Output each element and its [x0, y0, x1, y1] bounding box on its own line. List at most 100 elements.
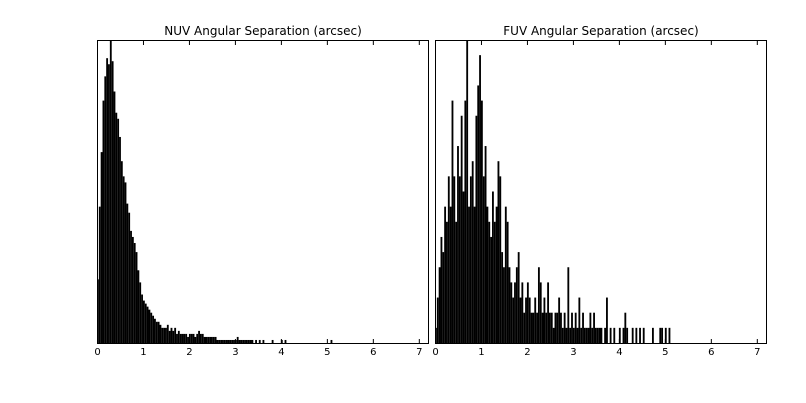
fuv-histogram-bar	[631, 327, 634, 343]
nuv-histogram-bar	[222, 339, 224, 343]
fuv-x-tick-label: 7	[754, 347, 760, 358]
nuv-histogram-bar	[120, 161, 123, 343]
fuv-histogram-bar	[499, 176, 502, 343]
nuv-histogram-bar	[146, 306, 149, 343]
fuv-histogram-bar	[618, 327, 621, 343]
nuv-histogram-bar	[188, 333, 191, 343]
fuv-histogram-bar	[574, 312, 577, 343]
fuv-histogram-bar	[622, 327, 625, 343]
nuv-histogram-bar	[179, 333, 182, 343]
nuv-histogram-bar	[240, 339, 243, 343]
nuv-histogram-bar	[135, 252, 138, 343]
fuv-histogram-bar	[475, 115, 478, 343]
fuv-x-tick-label: 0	[432, 347, 438, 358]
fuv-histogram-bar	[664, 327, 667, 343]
nuv-x-tick-label: 2	[186, 347, 192, 358]
fuv-histogram-bar	[528, 297, 531, 343]
nuv-histogram-bar	[209, 336, 212, 343]
nuv-histogram-bar	[102, 100, 105, 343]
nuv-histogram-bar	[124, 182, 127, 343]
fuv-histogram-bar	[567, 267, 570, 343]
nuv-histogram-bar	[271, 339, 274, 343]
nuv-x-tick-label: 6	[370, 347, 376, 358]
nuv-histogram-bar	[106, 58, 109, 344]
fuv-histogram-bar	[510, 282, 513, 343]
fuv-histogram-bar	[587, 327, 590, 343]
fuv-histogram-bar	[578, 297, 581, 343]
nuv-histogram-bar	[104, 76, 107, 344]
fuv-histogram-bar	[501, 252, 504, 343]
fuv-histogram-bar	[488, 221, 491, 343]
nuv-histogram-bar	[225, 339, 228, 343]
nuv-histogram-bar	[211, 336, 213, 343]
fuv-histogram-bar	[457, 146, 459, 343]
nuv-x-axis: 0 1 2 3 4 5 6 7	[94, 40, 422, 358]
fuv-histogram-bar	[442, 252, 445, 343]
fuv-histogram-bar	[639, 327, 641, 343]
nuv-histogram-bar	[119, 136, 121, 343]
nuv-histogram-bar	[177, 330, 180, 343]
fuv-histogram-bar	[591, 327, 594, 343]
fuv-histogram-bar	[532, 312, 535, 343]
fuv-histogram-bar	[444, 206, 447, 343]
fuv-plot-frame	[435, 40, 767, 344]
fuv-histogram-bar	[479, 55, 481, 344]
fuv-histogram-bar	[486, 206, 489, 343]
fuv-histogram-bar	[497, 161, 500, 343]
fuv-histogram-bar	[525, 297, 527, 343]
nuv-x-tick-label: 1	[140, 347, 146, 358]
fuv-x-tick-label: 5	[662, 347, 668, 358]
fuv-histogram-bar	[651, 327, 654, 343]
fuv-histogram-bar	[464, 100, 467, 343]
fuv-histogram-bar	[526, 282, 529, 343]
fuv-histogram-bar	[521, 282, 524, 343]
nuv-histogram-bar	[199, 333, 202, 343]
fuv-histogram-bar	[598, 327, 601, 343]
nuv-histogram-bar	[137, 270, 140, 343]
nuv-histogram-bar	[174, 327, 177, 343]
fuv-histogram-bar	[554, 312, 557, 343]
nuv-histogram-bar	[258, 339, 261, 343]
nuv-histogram-bar	[98, 206, 101, 343]
nuv-histogram-bar	[190, 333, 193, 343]
nuv-histogram-bar	[141, 294, 143, 343]
nuv-x-tick-label: 5	[324, 347, 330, 358]
fuv-histogram-bar	[609, 327, 612, 343]
nuv-histogram-bar	[187, 336, 189, 343]
fuv-histogram-bar	[565, 327, 568, 343]
fuv-histogram-bar	[541, 312, 544, 343]
nuv-histogram-bar	[100, 152, 103, 343]
nuv-histogram-bar	[142, 300, 145, 343]
nuv-histogram-bar	[185, 333, 188, 343]
fuv-histogram-bar	[537, 267, 540, 343]
nuv-histogram-bar	[236, 336, 239, 343]
nuv-histogram-bar	[198, 330, 200, 343]
fuv-x-tick-label: 1	[478, 347, 484, 358]
fuv-histogram-bar	[458, 176, 461, 343]
nuv-histogram-bar	[181, 333, 184, 343]
fuv-histogram-bar	[576, 327, 579, 343]
fuv-histogram-bar	[462, 191, 465, 343]
fuv-histogram-bar	[582, 312, 584, 343]
nuv-chart-title: NUV Angular Separation (arcsec)	[164, 24, 362, 38]
nuv-histogram-bar	[192, 333, 195, 343]
nuv-histogram-bar	[203, 336, 206, 343]
fuv-histogram-bar	[447, 176, 450, 343]
fuv-histogram-bar	[512, 297, 515, 343]
nuv-histogram-bar	[128, 212, 131, 343]
fuv-histogram-bar	[571, 312, 573, 343]
nuv-histogram-bar	[194, 336, 197, 343]
fuv-histogram-bar	[556, 312, 559, 343]
fuv-histogram-bar	[455, 221, 458, 343]
nuv-histogram-bar	[251, 339, 254, 343]
fuv-histogram-bar	[477, 85, 480, 343]
nuv-histogram-bar	[201, 333, 204, 343]
nuv-histogram-bar	[255, 339, 257, 343]
nuv-histogram-bar	[214, 336, 217, 343]
fuv-x-tick-label: 4	[616, 347, 622, 358]
fuv-histogram-bar	[484, 146, 487, 343]
nuv-x-tick-label: 4	[278, 347, 284, 358]
fuv-histogram-bar	[534, 297, 537, 343]
fuv-histogram-bar	[642, 327, 645, 343]
nuv-x-tick-label: 3	[232, 347, 238, 358]
